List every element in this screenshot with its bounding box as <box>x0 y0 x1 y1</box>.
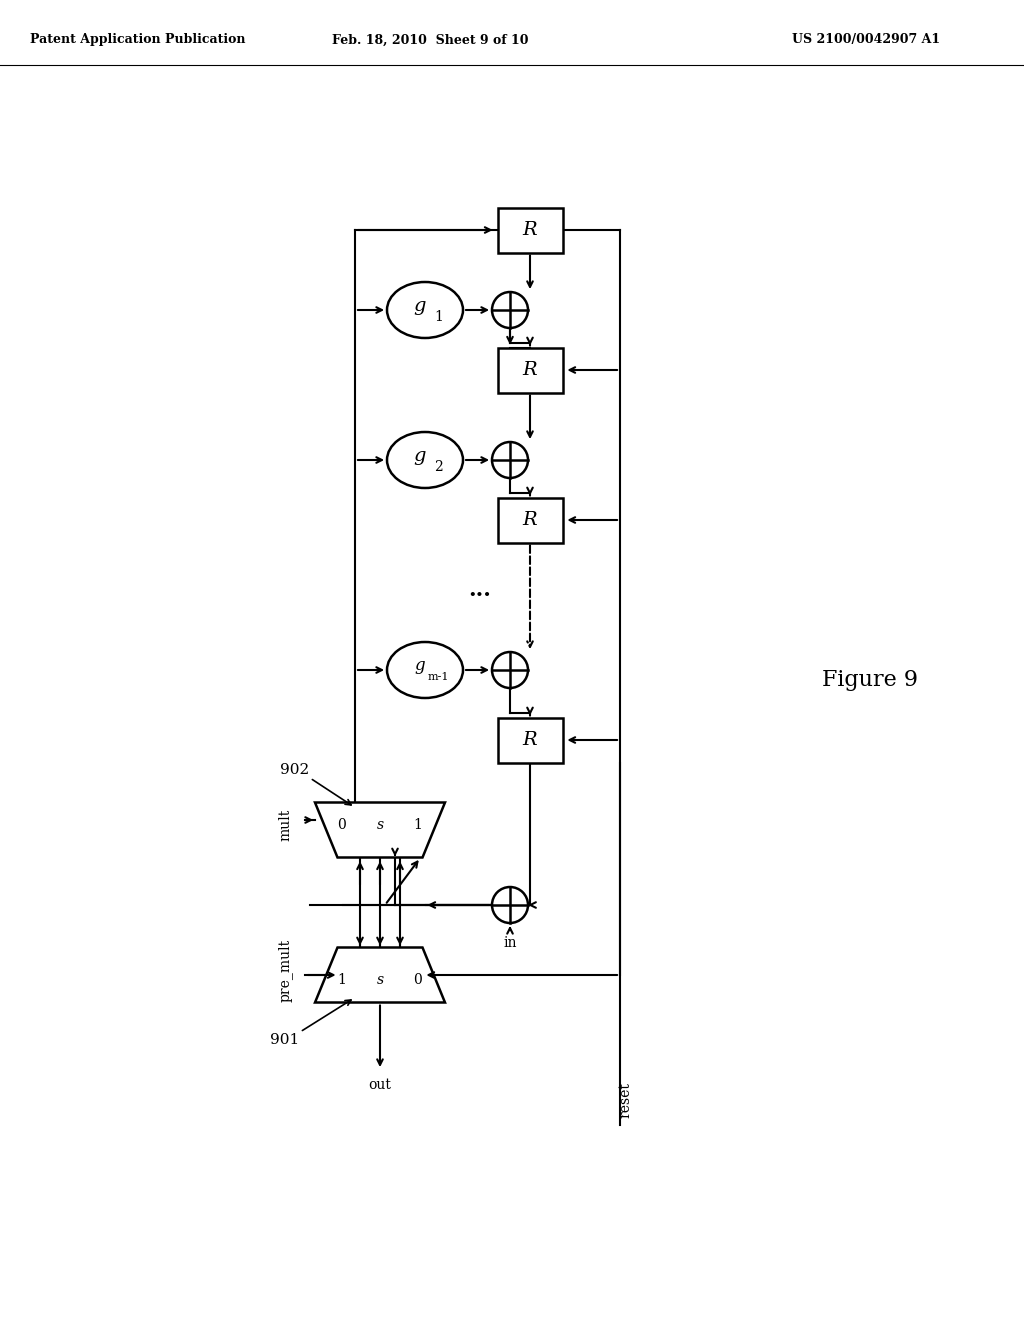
Ellipse shape <box>387 282 463 338</box>
Polygon shape <box>315 948 445 1002</box>
Bar <box>498 498 562 543</box>
Text: s: s <box>377 973 384 987</box>
Text: pre_mult: pre_mult <box>278 939 293 1002</box>
Text: 901: 901 <box>270 1034 300 1047</box>
Text: m-1: m-1 <box>428 672 450 682</box>
Polygon shape <box>315 803 445 858</box>
Text: 1: 1 <box>434 310 442 323</box>
Text: 0: 0 <box>414 973 422 987</box>
Text: R: R <box>522 360 538 379</box>
Text: mult: mult <box>278 809 292 841</box>
Circle shape <box>492 442 528 478</box>
Ellipse shape <box>387 642 463 698</box>
Bar <box>498 347 562 392</box>
Bar <box>498 718 562 763</box>
Text: in: in <box>503 936 517 950</box>
Text: 1: 1 <box>414 818 423 832</box>
Ellipse shape <box>387 432 463 488</box>
Text: out: out <box>369 1078 391 1092</box>
Text: 2: 2 <box>434 459 442 474</box>
Text: Figure 9: Figure 9 <box>822 669 918 690</box>
Text: 0: 0 <box>338 818 346 832</box>
Text: US 2100/0042907 A1: US 2100/0042907 A1 <box>792 33 940 46</box>
Text: Feb. 18, 2010  Sheet 9 of 10: Feb. 18, 2010 Sheet 9 of 10 <box>332 33 528 46</box>
Text: g: g <box>414 657 425 675</box>
Text: 1: 1 <box>338 973 346 987</box>
Text: s: s <box>377 818 384 832</box>
Text: R: R <box>522 731 538 748</box>
Text: Patent Application Publication: Patent Application Publication <box>30 33 246 46</box>
Circle shape <box>492 292 528 327</box>
Text: g: g <box>413 446 426 465</box>
Text: reset: reset <box>618 1082 632 1118</box>
Text: g: g <box>413 297 426 314</box>
Text: R: R <box>522 511 538 529</box>
Text: ...: ... <box>469 579 492 601</box>
Text: R: R <box>522 220 538 239</box>
Text: 902: 902 <box>281 763 309 777</box>
Bar <box>498 207 562 252</box>
Circle shape <box>492 652 528 688</box>
Circle shape <box>492 887 528 923</box>
